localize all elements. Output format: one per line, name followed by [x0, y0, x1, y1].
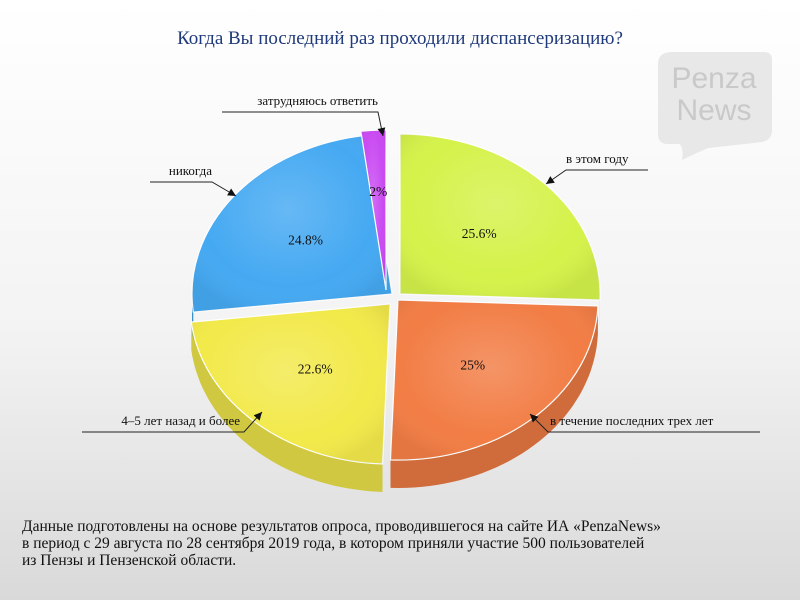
slice-value-label-3: 22.6%: [298, 362, 333, 377]
penzanews-watermark-logo: Penza News: [658, 52, 772, 160]
slice-value-label-4: 24.8%: [288, 233, 323, 248]
pie-slice-3: [190, 303, 391, 465]
callout-arrow-1: [546, 176, 555, 184]
category-label-5: затрудняюсь ответить: [257, 93, 378, 108]
callout-line-2: [529, 413, 760, 433]
callout-line-3: [82, 411, 263, 433]
category-label-1: в этом году: [566, 151, 629, 166]
slice-value-label-5: 2%: [369, 184, 387, 199]
callout-line-5: [222, 111, 384, 137]
watermark-line1: Penza: [671, 62, 756, 95]
pie-chart: 25.6% 25% 22.6% 24.8% 2% в этом году в течени…: [82, 93, 760, 492]
category-label-3: 4–5 лет назад и более: [121, 413, 240, 428]
caption-line-2: в период с 29 августа по 28 сентября 201…: [22, 535, 645, 552]
survey-caption: Данные подготовлены на основе результато…: [22, 518, 782, 569]
slice-value-label-2: 25%: [460, 358, 485, 373]
callout-line-1: [545, 169, 648, 185]
slice-value-label-1: 25.6%: [462, 226, 497, 241]
category-label-4: никогда: [169, 163, 212, 178]
watermark-line2: News: [676, 94, 751, 127]
callout-arrow-5: [377, 127, 386, 136]
pie-slice-4: [191, 134, 393, 313]
category-label-2: в течение последних трех лет: [550, 413, 714, 428]
callout-arrow-2: [530, 414, 539, 423]
callout-arrow-3: [253, 412, 262, 421]
chart-title: Когда Вы последний раз проходили диспанс…: [177, 28, 623, 49]
caption-line-3: из Пензы и Пензенской области.: [22, 552, 237, 569]
pie-slice-2: [389, 299, 599, 461]
caption-line-1: Данные подготовлены на основе результато…: [22, 518, 661, 535]
callout-arrow-4: [227, 188, 236, 196]
callout-line-4: [150, 181, 237, 197]
